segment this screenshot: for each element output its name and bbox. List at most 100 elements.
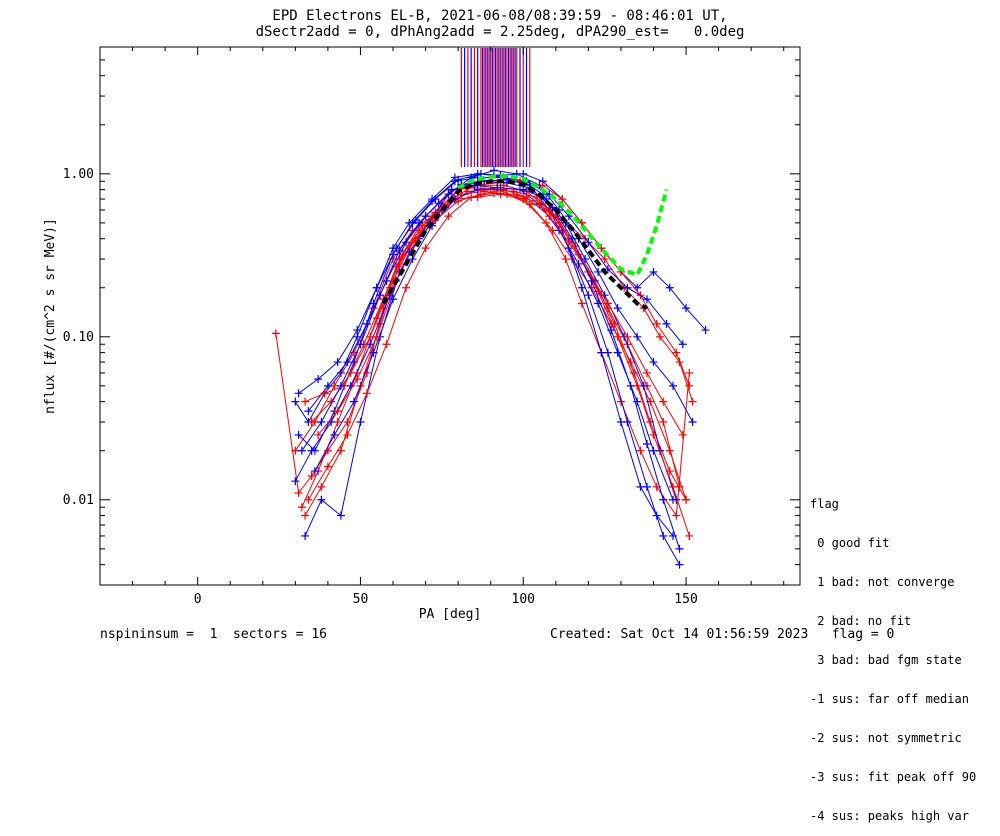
data-point-red [297,503,306,512]
chart-title-line1: EPD Electrons EL-B, 2021-06-08/08:39:59 … [272,8,728,24]
data-point-red [659,397,668,406]
data-point-blue [636,482,645,491]
y-tick-label: 0.10 [63,330,94,345]
data-point-red [382,340,391,349]
x-tick-label: 50 [353,592,369,607]
data-point-blue [555,226,564,235]
data-point-blue [323,381,332,390]
data-point-red [642,368,651,377]
data-point-blue [310,467,319,476]
legend-item: -3 sus: fit peak off 90 [810,770,977,784]
data-point-blue [577,283,586,292]
fit-curve-black [381,179,648,310]
data-point-blue [291,397,300,406]
data-point-red [669,482,678,491]
data-point-blue [633,397,642,406]
series-line-red [307,192,690,537]
data-point-blue [314,375,323,384]
data-point-blue [568,234,577,243]
data-point-red [343,418,352,427]
data-point-blue [415,218,424,227]
data-point-red [271,329,280,338]
data-point-blue [675,544,684,553]
plot-frame [99,46,801,586]
data-point-blue [301,531,310,540]
axis-layer: 0 50 100 150 0.01 0.10 1.00 [63,46,800,607]
data-point-blue [489,166,498,175]
series-line-red [304,189,687,501]
series-line-red [275,187,690,518]
data-point-red [294,489,303,498]
data-point-blue [317,495,326,504]
data-point-red [623,332,632,341]
data-point-red [512,191,521,200]
data-point-blue [336,511,345,520]
data-point-red [476,190,485,199]
legend-item: 1 bad: not converge [810,575,955,589]
data-point-blue [642,295,651,304]
data-point-red [454,197,463,206]
data-point-blue [330,430,339,439]
data-point-red [600,255,609,264]
series-line-blue [308,169,694,423]
data-point-blue [597,348,606,357]
chart-title-line2: dSectr2add = 0, dPhAng2add = 2.25deg, dP… [255,24,745,40]
data-point-red [682,495,691,504]
x-tick-label: 0 [194,592,202,607]
data-point-red [652,319,661,328]
data-point-blue [616,418,625,427]
data-point-blue [454,175,463,184]
data-point-blue [662,319,671,328]
data-point-blue [607,326,616,335]
data-point-blue [402,238,411,247]
data-point-blue [307,446,316,455]
data-point-red [314,430,323,439]
data-point-blue [294,389,303,398]
data-point-blue [649,267,658,276]
data-point-blue [372,283,381,292]
data-point-blue [665,283,674,292]
footer-left: nspininsum = 1 sectors = 16 [100,627,327,642]
chart-plot: 0 50 100 150 0.01 0.10 1.00 PA [deg] nflux [#/… [43,46,801,622]
data-point-blue [623,283,632,292]
data-point-red [499,185,508,194]
data-point-red [307,418,316,427]
x-tick-label: 100 [512,592,535,607]
data-point-blue [369,348,378,357]
data-point-red [672,511,681,520]
data-point-blue [669,381,678,390]
data-point-blue [291,477,300,486]
data-point-red [672,348,681,357]
data-point-red [362,389,371,398]
series-line-blue [294,184,674,500]
data-point-red [336,446,345,455]
fit-curve-green [457,173,669,278]
data-point-blue [297,446,306,455]
data-point-red [372,332,381,341]
data-point-blue [642,439,651,448]
data-point-red [343,430,352,439]
data-point-blue [304,407,313,416]
data-point-red [398,250,407,259]
data-point-blue [626,381,635,390]
y-axis-label: nflux [#/(cm^2 s sr MeV)] [43,218,58,414]
legend-item: -4 sus: peaks high var [810,809,969,823]
data-point-red [603,299,612,308]
data-point-blue [581,255,590,264]
data-point-red [421,244,430,253]
data-point-blue [701,326,710,335]
legend-title: flag [810,497,839,511]
data-point-red [323,462,332,471]
data-point-blue [584,291,593,300]
data-point-red [353,375,362,384]
data-point-red [678,430,687,439]
data-point-blue [587,276,596,285]
series-line-red [294,193,694,451]
legend-item: -1 sus: far off median [810,692,969,706]
data-point-blue [434,199,443,208]
data-point-red [317,482,326,491]
data-point-blue [473,185,482,194]
data-point-red [613,332,622,341]
data-point-blue [333,358,342,367]
legend-item: 3 bad: bad fgm state [810,653,962,667]
